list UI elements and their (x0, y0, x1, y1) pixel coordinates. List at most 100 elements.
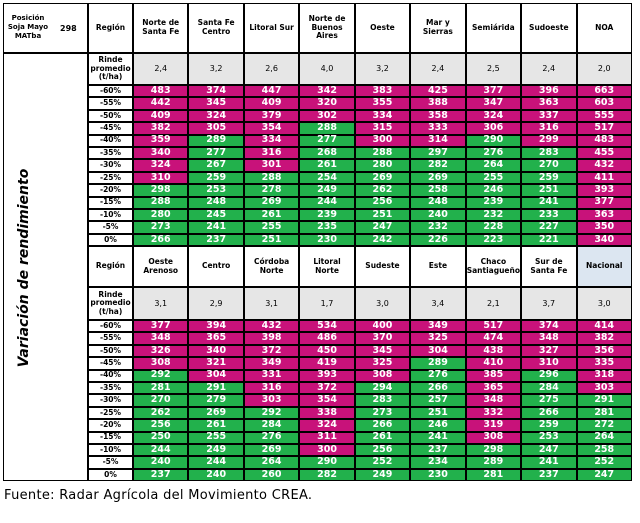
value-cell: 255 (188, 431, 244, 444)
row-label: -5% (88, 456, 133, 469)
value-cell: 374 (521, 320, 577, 333)
value-cell: 267 (188, 159, 244, 172)
value-cell: 266 (410, 382, 466, 395)
value-cell: 248 (188, 196, 244, 209)
value-cell: 300 (299, 444, 355, 457)
value-cell: 246 (465, 184, 522, 197)
value-cell: 438 (465, 345, 522, 358)
value-cell: 232 (410, 221, 466, 234)
value-cell: 298 (465, 444, 522, 457)
row-label: -35% (88, 382, 133, 395)
value-cell: 340 (188, 345, 244, 358)
value-cell: 291 (576, 394, 632, 407)
value-cell: 474 (465, 332, 522, 345)
value-cell: 292 (133, 369, 189, 382)
value-cell: 324 (133, 159, 189, 172)
footer: Fuente: Radar Agrícola del Movimiento CR… (4, 488, 313, 503)
value-cell: 264 (576, 431, 632, 444)
value-cell: 455 (576, 147, 632, 160)
value-cell: 316 (243, 382, 300, 395)
value-cell: 311 (299, 431, 355, 444)
rinde-value: 2,1 (465, 287, 522, 320)
value-cell: 264 (465, 159, 522, 172)
value-cell: 355 (354, 97, 411, 110)
value-cell: 304 (410, 345, 466, 358)
value-cell: 241 (521, 196, 577, 209)
value-cell: 365 (188, 332, 244, 345)
rinde-value: 2,4 (521, 53, 577, 85)
value-cell: 244 (188, 456, 244, 469)
value-cell: 450 (299, 345, 355, 358)
value-cell: 347 (465, 97, 522, 110)
value-cell: 255 (465, 172, 522, 185)
value-cell: 244 (133, 444, 189, 457)
row-label: -55% (88, 332, 133, 345)
row-label: -25% (88, 406, 133, 420)
value-cell: 338 (299, 407, 355, 420)
value-cell: 333 (410, 122, 466, 135)
value-cell: 240 (133, 456, 189, 469)
value-cell: 251 (410, 407, 466, 420)
value-cell: 299 (521, 134, 577, 147)
region-header: Sur de Santa Fe (521, 246, 577, 287)
value-cell: 266 (133, 234, 189, 247)
value-cell: 256 (133, 419, 189, 432)
value-cell: 348 (133, 332, 189, 345)
value-cell: 234 (410, 456, 466, 469)
value-cell: 326 (133, 345, 189, 358)
value-cell: 240 (410, 209, 466, 222)
value-cell: 302 (299, 110, 355, 123)
value-cell: 304 (188, 369, 244, 382)
value-cell: 314 (410, 134, 466, 147)
value-cell: 334 (243, 134, 300, 147)
value-cell: 486 (299, 332, 355, 345)
row-label: 0% (88, 233, 133, 247)
row-label: -60% (88, 85, 133, 98)
rinde-label: Rinde promedio (t/ha) (88, 287, 133, 320)
value-cell: 411 (576, 172, 632, 185)
value-cell: 251 (521, 184, 577, 197)
value-cell: 221 (521, 234, 577, 247)
value-cell: 414 (576, 320, 632, 333)
row-label: 0% (88, 468, 133, 482)
rinde-value: 2,9 (188, 287, 244, 320)
rinde-value: 2,4 (133, 53, 189, 85)
value-cell: 324 (299, 419, 355, 432)
region-header: Litoral Norte (299, 246, 355, 287)
row-label: -10% (88, 444, 133, 457)
value-cell: 261 (299, 159, 355, 172)
value-cell: 365 (465, 382, 522, 395)
value-cell: 290 (465, 134, 522, 147)
value-cell: 242 (354, 234, 411, 247)
region-header: Norte de Santa Fe (133, 3, 189, 53)
value-cell: 483 (133, 85, 189, 98)
value-cell: 269 (243, 196, 300, 209)
rinde-value: 3,0 (576, 287, 632, 320)
value-cell: 258 (576, 444, 632, 457)
value-cell: 239 (465, 196, 522, 209)
value-cell: 354 (299, 394, 355, 407)
value-cell: 308 (354, 369, 411, 382)
region-header: Semiárida (465, 3, 522, 53)
value-cell: 266 (354, 419, 411, 432)
value-cell: 483 (576, 134, 632, 147)
region-header: Mar y Sierras (410, 3, 466, 53)
row-label: -50% (88, 109, 133, 123)
value-cell: 305 (188, 122, 244, 135)
value-cell: 377 (133, 320, 189, 333)
row-label: -15% (88, 196, 133, 209)
value-cell: 316 (521, 122, 577, 135)
value-cell: 318 (576, 369, 632, 382)
value-cell: 398 (243, 332, 300, 345)
region-header: Este (410, 246, 466, 287)
value-cell: 245 (188, 209, 244, 222)
value-cell: 241 (188, 221, 244, 234)
value-cell: 282 (410, 159, 466, 172)
value-cell: 337 (521, 110, 577, 123)
value-cell: 262 (133, 407, 189, 420)
region-header: Norte de Buenos Aires (299, 3, 355, 53)
row-label: -45% (88, 122, 133, 135)
value-cell: 272 (576, 419, 632, 432)
value-cell: 262 (354, 184, 411, 197)
region-header: Oeste (354, 3, 411, 53)
